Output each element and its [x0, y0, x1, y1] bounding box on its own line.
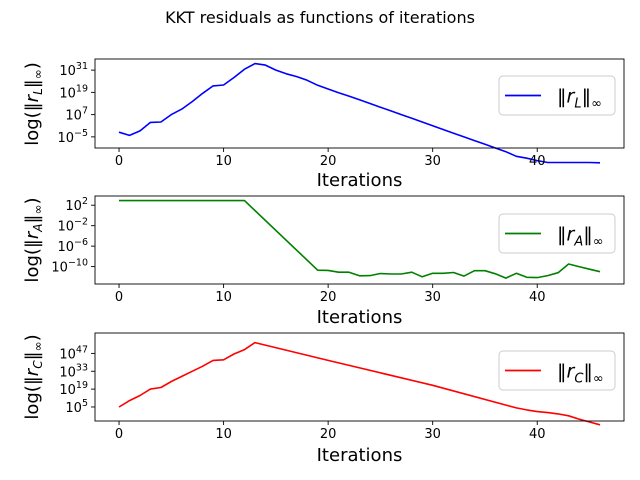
series-line — [119, 199, 601, 279]
legend: ‖rA‖∞ — [498, 213, 616, 254]
x-axis-label: Iterations — [317, 445, 403, 466]
y-tick-label: 1033 — [59, 362, 88, 380]
y-axis-label: log(‖rA‖∞) — [22, 197, 45, 282]
y-tick-label: 102 — [65, 196, 88, 214]
legend: ‖rL‖∞ — [498, 75, 616, 116]
y-axis-label-text: log(‖rC‖∞) — [22, 334, 45, 419]
legend-label: ‖rA‖∞ — [557, 224, 604, 250]
y-tick-label: 10−5 — [57, 128, 88, 146]
y-tick-label: 10−10 — [51, 258, 88, 276]
series-line — [118, 62, 601, 164]
y-axis-label-text: log(‖rL‖∞) — [22, 62, 45, 146]
axes-frame — [94, 195, 625, 285]
axes-frame — [94, 332, 625, 422]
y-tick-label: 1031 — [59, 61, 88, 79]
x-tick-label: 40 — [529, 427, 546, 442]
y-tick-label: 1019 — [59, 83, 88, 101]
figure-title: KKT residuals as functions of iterations — [165, 8, 475, 27]
y-tick-label: 10−2 — [57, 217, 88, 235]
y-tick-label: 107 — [65, 106, 88, 124]
y-tick-label: 105 — [65, 398, 88, 416]
x-tick-label: 10 — [215, 427, 232, 442]
y-axis-label-text: log(‖rA‖∞) — [22, 197, 45, 282]
y-axis-label: log(‖rL‖∞) — [22, 62, 45, 146]
x-tick-label: 10 — [215, 154, 232, 169]
x-tick-label: 0 — [115, 290, 123, 305]
x-tick-label: 0 — [115, 427, 123, 442]
legend: ‖rC‖∞ — [498, 350, 616, 391]
y-tick-label: 1047 — [59, 344, 88, 362]
x-tick-label: 30 — [424, 427, 441, 442]
x-tick-label: 30 — [424, 154, 441, 169]
x-axis-label: Iterations — [317, 170, 403, 191]
x-tick-label: 40 — [529, 154, 546, 169]
y-tick-label: 1019 — [59, 380, 88, 398]
legend-label: ‖rC‖∞ — [557, 361, 604, 387]
series-line — [118, 341, 601, 426]
x-tick-label: 30 — [424, 290, 441, 305]
axes-frame — [94, 58, 625, 149]
x-tick-label: 20 — [320, 290, 337, 305]
x-axis-label: Iterations — [317, 307, 403, 328]
y-axis-label: log(‖rC‖∞) — [22, 334, 45, 419]
x-tick-label: 20 — [320, 427, 337, 442]
x-tick-label: 40 — [529, 290, 546, 305]
legend-label: ‖rL‖∞ — [557, 86, 602, 112]
y-tick-label: 10−6 — [57, 237, 88, 255]
x-tick-label: 20 — [320, 154, 337, 169]
legend-box — [498, 350, 616, 391]
legend-box — [498, 213, 616, 254]
x-tick-label: 0 — [115, 154, 123, 169]
chart-panel-2: 0 10 20 30 40 102 10−2 10−6 10−10 Iterations log(‖… — [22, 195, 625, 328]
chart-panel-1: 0 10 20 30 40 10−5 107 1019 1031 Iterations log(‖r… — [22, 58, 625, 191]
legend-box — [498, 75, 616, 116]
x-tick-label: 10 — [215, 290, 232, 305]
